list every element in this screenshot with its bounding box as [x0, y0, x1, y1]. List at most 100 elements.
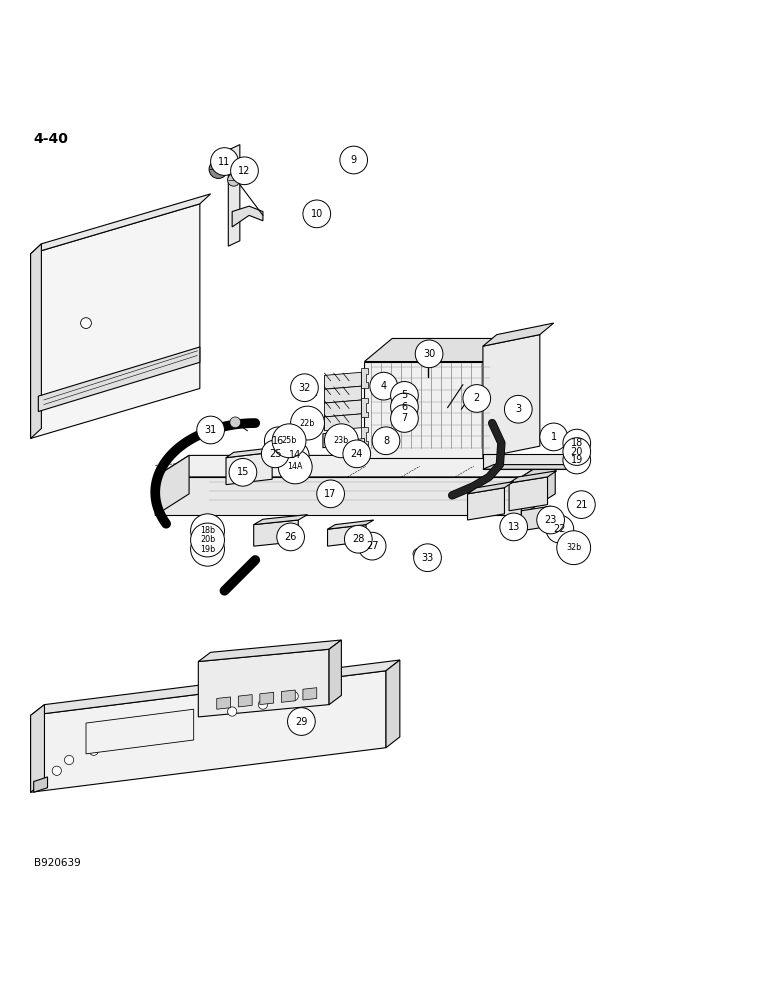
Polygon shape	[31, 705, 45, 792]
Polygon shape	[31, 660, 400, 715]
Text: 22b: 22b	[300, 419, 315, 428]
Circle shape	[191, 532, 225, 566]
Text: 15: 15	[237, 467, 249, 477]
Polygon shape	[254, 515, 307, 525]
Polygon shape	[324, 386, 361, 403]
Polygon shape	[254, 520, 298, 546]
Circle shape	[563, 429, 591, 457]
Polygon shape	[521, 506, 550, 531]
Circle shape	[230, 417, 241, 428]
Text: 27: 27	[366, 541, 378, 551]
Polygon shape	[86, 709, 194, 754]
Polygon shape	[31, 671, 386, 792]
Circle shape	[228, 174, 240, 186]
Polygon shape	[226, 452, 273, 485]
Polygon shape	[509, 477, 547, 511]
Polygon shape	[324, 400, 361, 417]
Text: 25: 25	[269, 449, 282, 459]
Polygon shape	[260, 692, 274, 705]
Polygon shape	[483, 335, 540, 458]
Text: 6: 6	[401, 402, 408, 412]
Circle shape	[344, 525, 372, 553]
Circle shape	[372, 427, 400, 455]
Circle shape	[211, 148, 239, 175]
Text: 17: 17	[324, 489, 337, 499]
Circle shape	[343, 440, 371, 468]
Polygon shape	[323, 429, 352, 448]
Circle shape	[279, 450, 312, 484]
Circle shape	[200, 535, 209, 545]
Text: 29: 29	[295, 717, 307, 727]
Circle shape	[504, 395, 532, 423]
Circle shape	[231, 157, 259, 185]
Circle shape	[358, 532, 386, 560]
Circle shape	[563, 446, 591, 474]
Polygon shape	[521, 455, 555, 515]
Text: 24: 24	[350, 449, 363, 459]
Polygon shape	[361, 427, 367, 446]
Circle shape	[209, 160, 228, 178]
Circle shape	[569, 454, 581, 466]
Circle shape	[229, 458, 257, 486]
Circle shape	[52, 766, 62, 775]
Polygon shape	[34, 777, 48, 792]
Text: 18: 18	[571, 438, 583, 448]
Circle shape	[262, 440, 289, 468]
Polygon shape	[198, 640, 341, 662]
Polygon shape	[329, 640, 341, 705]
Polygon shape	[468, 482, 513, 494]
Polygon shape	[364, 362, 493, 458]
Text: 32b: 32b	[566, 543, 581, 552]
Circle shape	[201, 527, 208, 535]
Text: 14: 14	[289, 450, 301, 460]
Circle shape	[191, 523, 225, 557]
Text: 2: 2	[474, 393, 480, 403]
Circle shape	[277, 523, 304, 551]
Polygon shape	[493, 338, 521, 458]
Circle shape	[557, 531, 591, 565]
Text: 23: 23	[544, 515, 557, 525]
Polygon shape	[327, 520, 374, 529]
Text: 10: 10	[310, 209, 323, 219]
Text: 9: 9	[350, 155, 357, 165]
Polygon shape	[509, 471, 557, 483]
Circle shape	[537, 506, 564, 534]
Text: 32: 32	[298, 383, 310, 393]
Polygon shape	[31, 244, 42, 438]
Text: 5: 5	[401, 390, 408, 400]
Circle shape	[276, 442, 284, 451]
Polygon shape	[483, 323, 554, 346]
Circle shape	[89, 746, 98, 755]
Text: 20: 20	[571, 447, 583, 457]
Circle shape	[391, 393, 418, 421]
Circle shape	[324, 424, 358, 458]
Polygon shape	[31, 194, 211, 254]
Text: 3: 3	[515, 404, 521, 414]
Circle shape	[151, 726, 160, 735]
Circle shape	[423, 341, 434, 352]
Text: 12: 12	[239, 166, 251, 176]
Polygon shape	[39, 347, 200, 412]
Circle shape	[415, 340, 443, 368]
Polygon shape	[239, 695, 252, 707]
Polygon shape	[155, 455, 189, 515]
Circle shape	[228, 707, 237, 716]
Circle shape	[197, 416, 225, 444]
Text: 16: 16	[273, 436, 284, 446]
Text: 25b: 25b	[281, 436, 296, 445]
Circle shape	[563, 438, 591, 465]
Circle shape	[65, 755, 73, 765]
Circle shape	[301, 417, 313, 429]
Text: 18b: 18b	[200, 526, 215, 535]
Text: 30: 30	[423, 349, 435, 359]
Circle shape	[265, 427, 292, 455]
Polygon shape	[281, 690, 295, 702]
Circle shape	[303, 200, 330, 228]
Polygon shape	[361, 398, 367, 417]
Text: 11: 11	[218, 157, 231, 167]
Polygon shape	[226, 447, 279, 458]
Circle shape	[199, 516, 210, 527]
Text: 13: 13	[507, 522, 520, 532]
Circle shape	[340, 146, 367, 174]
Circle shape	[463, 385, 491, 412]
